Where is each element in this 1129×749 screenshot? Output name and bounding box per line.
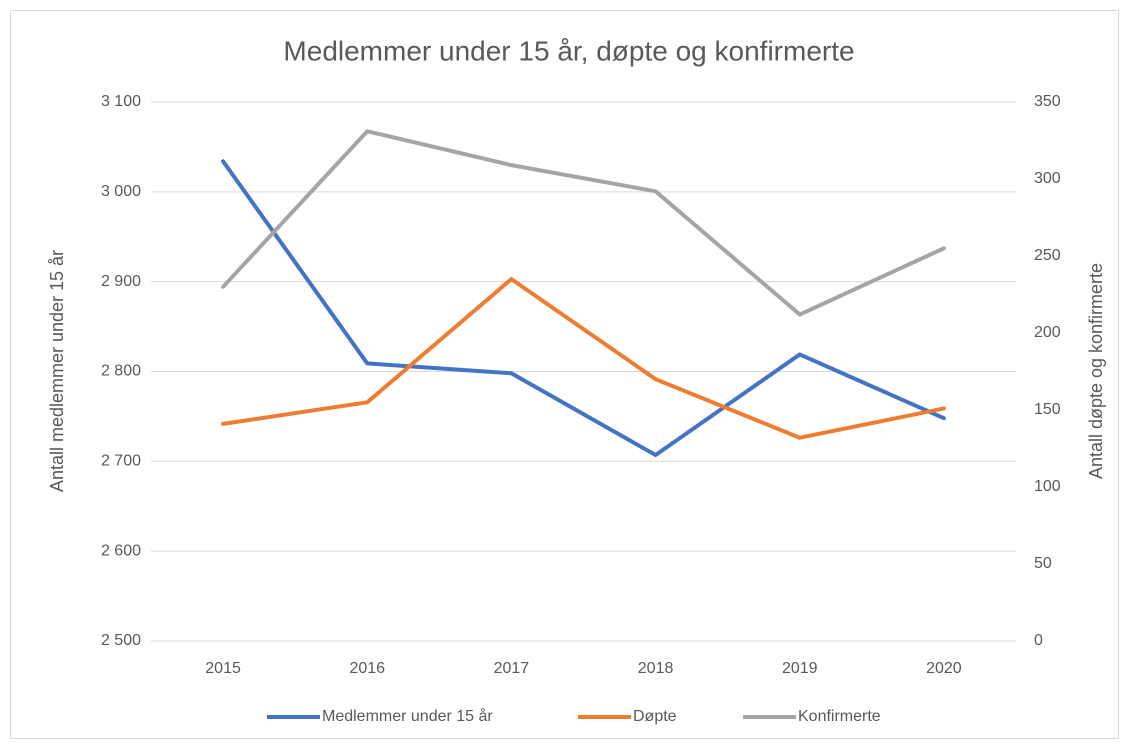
y2-tick-label: 300 xyxy=(1034,170,1061,187)
y2-tick-label: 250 xyxy=(1034,247,1061,264)
y-tick-label: 2 500 xyxy=(101,632,141,649)
y2-tick-label: 0 xyxy=(1034,632,1043,649)
y2-tick-label: 150 xyxy=(1034,401,1061,418)
line-series xyxy=(221,129,946,317)
x-tick-label: 2018 xyxy=(638,660,674,677)
y-tick-label: 2 700 xyxy=(101,453,141,470)
x-tick-label: 2016 xyxy=(349,660,385,677)
x-tick-label: 2020 xyxy=(926,660,962,677)
y-tick-label: 3 000 xyxy=(101,183,141,200)
legend-label: Medlemmer under 15 år xyxy=(322,707,493,725)
y-tick-label: 2 900 xyxy=(101,273,141,290)
x-tick-label: 2019 xyxy=(782,660,818,677)
legend-label: Konfirmerte xyxy=(798,708,881,725)
x-tick-label: 2017 xyxy=(494,660,530,677)
line-series xyxy=(221,277,946,440)
y2-tick-label: 350 xyxy=(1034,93,1061,110)
y2-tick-label: 50 xyxy=(1034,555,1052,572)
y2-axis-title: Antall døpte og konfirmerte xyxy=(1086,263,1106,479)
y2-tick-label: 100 xyxy=(1034,478,1061,495)
y-axis-title: Antall medlemmer under 15 år xyxy=(47,250,67,492)
y-tick-label: 3 100 xyxy=(101,93,141,110)
y2-tick-label: 200 xyxy=(1034,324,1061,341)
chart-title: Medlemmer under 15 år, døpte og konfirme… xyxy=(283,35,854,66)
chart-border xyxy=(10,10,1119,739)
y-tick-label: 2 800 xyxy=(101,363,141,380)
line-series xyxy=(221,159,946,458)
legend-label: Døpte xyxy=(633,708,677,725)
x-tick-label: 2015 xyxy=(205,660,241,677)
y-tick-label: 2 600 xyxy=(101,542,141,559)
